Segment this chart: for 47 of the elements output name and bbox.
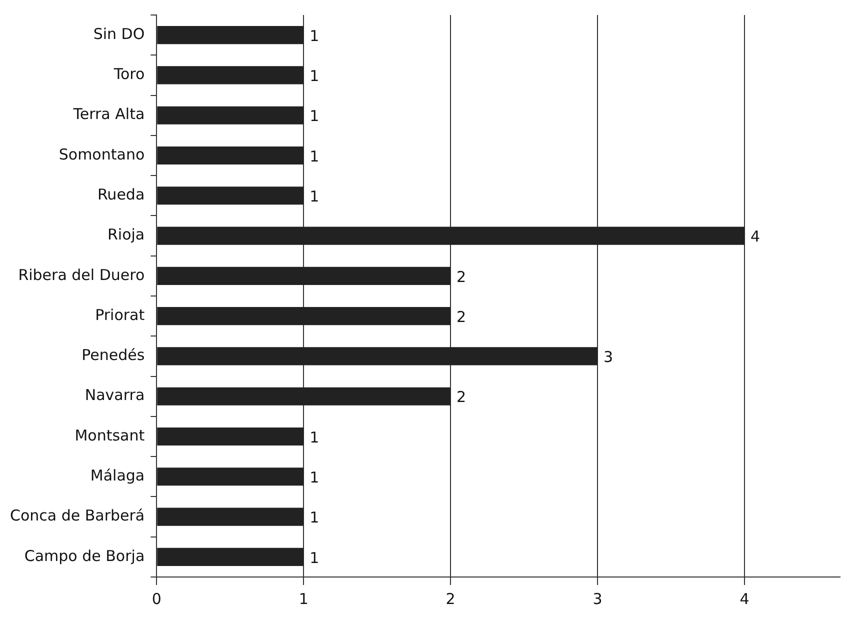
bar: [157, 468, 304, 486]
bar: [157, 146, 304, 165]
y-tick-label: Málaga: [90, 466, 145, 485]
bar: [157, 548, 304, 566]
bar: [157, 66, 304, 84]
y-tick-label: Campo de Borja: [24, 546, 145, 565]
y-tick-label: Montsant: [74, 426, 145, 444]
data-label: 1: [310, 468, 320, 487]
y-tick-label: Somontano: [58, 145, 145, 164]
data-label: 4: [750, 228, 760, 246]
data-label: 2: [456, 308, 466, 326]
data-label: 1: [310, 508, 320, 527]
y-tick-label: Rioja: [108, 226, 145, 244]
data-label: 1: [310, 67, 320, 86]
y-tick-label: Toro: [112, 65, 145, 84]
bar: [157, 226, 744, 245]
bar: [157, 427, 304, 446]
y-tick-label: Terra Alta: [72, 105, 145, 124]
x-tick-label: 2: [446, 590, 456, 608]
data-label: 1: [310, 26, 320, 45]
y-tick-label: Navarra: [84, 386, 145, 404]
bar: [157, 186, 304, 205]
x-tick-label: 4: [740, 590, 750, 608]
bar: [157, 387, 451, 406]
bar: [157, 347, 598, 366]
y-tick-label: Conca de Barberá: [10, 506, 145, 525]
data-label: 3: [604, 348, 614, 366]
data-label: 1: [310, 147, 320, 166]
x-tick-label: 3: [592, 590, 602, 608]
data-label: 2: [456, 388, 466, 406]
x-tick-label: 0: [152, 590, 162, 608]
data-label: 1: [310, 548, 320, 567]
y-tick-label: Penedés: [82, 346, 145, 364]
y-tick-label: Sin DO: [93, 24, 145, 43]
data-label: 2: [456, 268, 466, 286]
data-label: 1: [310, 428, 320, 446]
data-label: 1: [310, 188, 320, 206]
bar: [157, 266, 451, 285]
y-tick-label: Rueda: [97, 186, 145, 204]
bar: [157, 307, 451, 326]
data-label: 1: [310, 107, 320, 126]
y-tick-label: Ribera del Duero: [18, 266, 145, 284]
bar: [157, 106, 304, 124]
bar: [157, 508, 304, 526]
y-tick-label: Priorat: [95, 306, 145, 324]
bar: [157, 26, 304, 44]
x-tick-label: 1: [298, 590, 308, 608]
